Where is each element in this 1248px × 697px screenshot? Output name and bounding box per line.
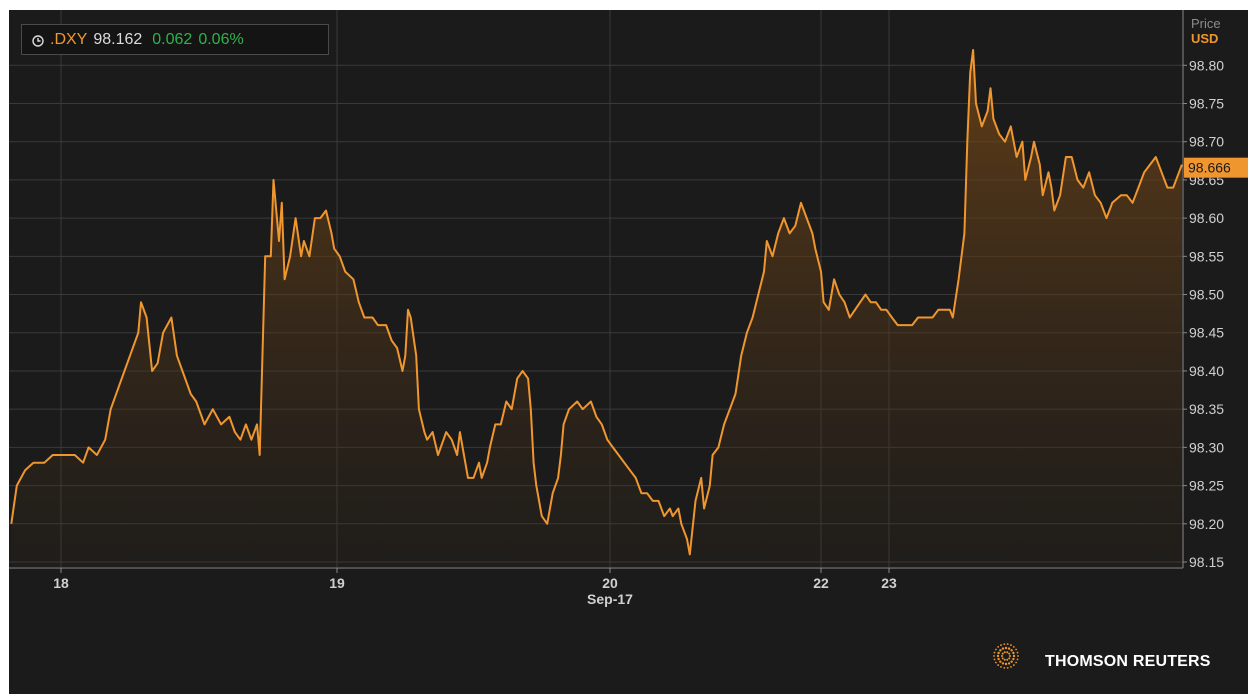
ticker-symbol: .DXY <box>50 30 88 48</box>
logo-dot <box>993 651 996 654</box>
logo-dot <box>1010 660 1013 663</box>
thomson-reuters-logo-icon <box>992 642 1020 670</box>
series-area <box>11 50 1182 568</box>
x-tick-label: 19 <box>329 575 345 591</box>
clock-icon <box>32 34 44 47</box>
last-price-label: 98.666 <box>1188 160 1231 176</box>
x-tick-label: 18 <box>53 575 69 591</box>
logo-dot <box>993 655 995 657</box>
logo-dot <box>1017 655 1019 657</box>
price-chart[interactable]: 98.15 98.20 98.25 98.30 98.35 98.40 98.45 98.50… <box>9 10 1248 694</box>
logo-dot <box>993 658 996 661</box>
logo-dot <box>997 664 1000 666</box>
logo-dot <box>1015 648 1017 651</box>
logo-dot <box>1008 652 1011 655</box>
logo-dot <box>1006 651 1009 654</box>
axis-title-currency: USD <box>1191 31 1219 46</box>
logo-dot <box>1000 666 1002 668</box>
logo-dot <box>997 646 1000 648</box>
logo-dot <box>1016 658 1019 661</box>
logo-dot <box>1001 662 1005 665</box>
ticker-box[interactable]: .DXY 98.162 0.062 0.06% <box>21 24 329 55</box>
y-tick-label: 98.15 <box>1189 554 1224 570</box>
logo-dot <box>1001 655 1003 657</box>
y-tick-label: 98.35 <box>1189 401 1224 417</box>
x-tick-sublabel: Sep-17 <box>587 591 633 607</box>
logo-dot <box>1010 644 1012 646</box>
logo-dot <box>1003 666 1006 669</box>
y-tick-label: 98.75 <box>1189 95 1224 111</box>
logo-dot <box>1003 651 1006 654</box>
logo-dot <box>1004 646 1008 650</box>
y-tick-label: 98.45 <box>1189 325 1224 341</box>
logo-dot <box>1008 657 1011 660</box>
x-tick-label: 23 <box>881 575 897 591</box>
ticker-change-pct: 0.06% <box>198 30 244 48</box>
logo-dot <box>1016 651 1019 654</box>
logo-dot <box>1010 666 1012 668</box>
last-price-marker <box>1184 157 1248 178</box>
y-tick-label: 98.55 <box>1189 248 1224 264</box>
chart-panel: 98.15 98.20 98.25 98.30 98.35 98.40 98.45 98.50… <box>9 10 1248 694</box>
logo-dot <box>1012 654 1016 658</box>
y-tick-label: 98.40 <box>1189 363 1224 379</box>
company-name: THOMSON REUTERS <box>1045 653 1211 670</box>
logo-dot <box>1001 657 1004 660</box>
logo-dot <box>1003 658 1006 661</box>
logo-dot <box>1001 647 1005 650</box>
logo-dot <box>1012 657 1015 661</box>
logo-dot <box>1003 643 1006 646</box>
y-tick-label: 98.20 <box>1189 516 1224 532</box>
logo-dot <box>1012 646 1015 648</box>
logo-dot <box>995 648 997 651</box>
x-tick-label: 20 <box>602 575 618 591</box>
y-tick-label: 98.50 <box>1189 287 1224 303</box>
logo-dot <box>1012 651 1015 655</box>
y-tick-label: 98.80 <box>1189 57 1224 73</box>
series-line <box>10 49 1183 556</box>
logo-dot <box>1004 662 1008 666</box>
logo-dot <box>997 651 1000 655</box>
logo-dot <box>1006 666 1009 669</box>
axis-title-price: Price <box>1191 16 1221 31</box>
logo-dot <box>1015 661 1017 664</box>
logo-dot <box>999 660 1002 663</box>
logo-dot <box>996 654 1000 658</box>
ticker-price: 98.162 <box>93 30 143 48</box>
logo-dot <box>1012 664 1015 666</box>
y-tick-label: 98.60 <box>1189 210 1224 226</box>
logo-dot <box>1006 643 1009 646</box>
y-tick-label: 98.25 <box>1189 478 1224 494</box>
y-tick-label: 98.30 <box>1189 439 1224 455</box>
logo-dot <box>1001 652 1004 655</box>
logo-dot <box>1009 655 1011 657</box>
logo-dot <box>1000 644 1002 646</box>
logo-dot <box>1007 662 1011 665</box>
ticker-change: 0.062 <box>152 30 193 48</box>
logo-dot <box>997 657 1000 661</box>
x-tick-label: 22 <box>813 575 829 591</box>
logo-dot <box>999 649 1002 652</box>
logo-dot <box>995 661 997 664</box>
logo-dot <box>1010 649 1013 652</box>
logo-dot <box>1007 647 1011 650</box>
logo-dot <box>1006 658 1009 661</box>
y-tick-label: 98.70 <box>1189 134 1224 150</box>
